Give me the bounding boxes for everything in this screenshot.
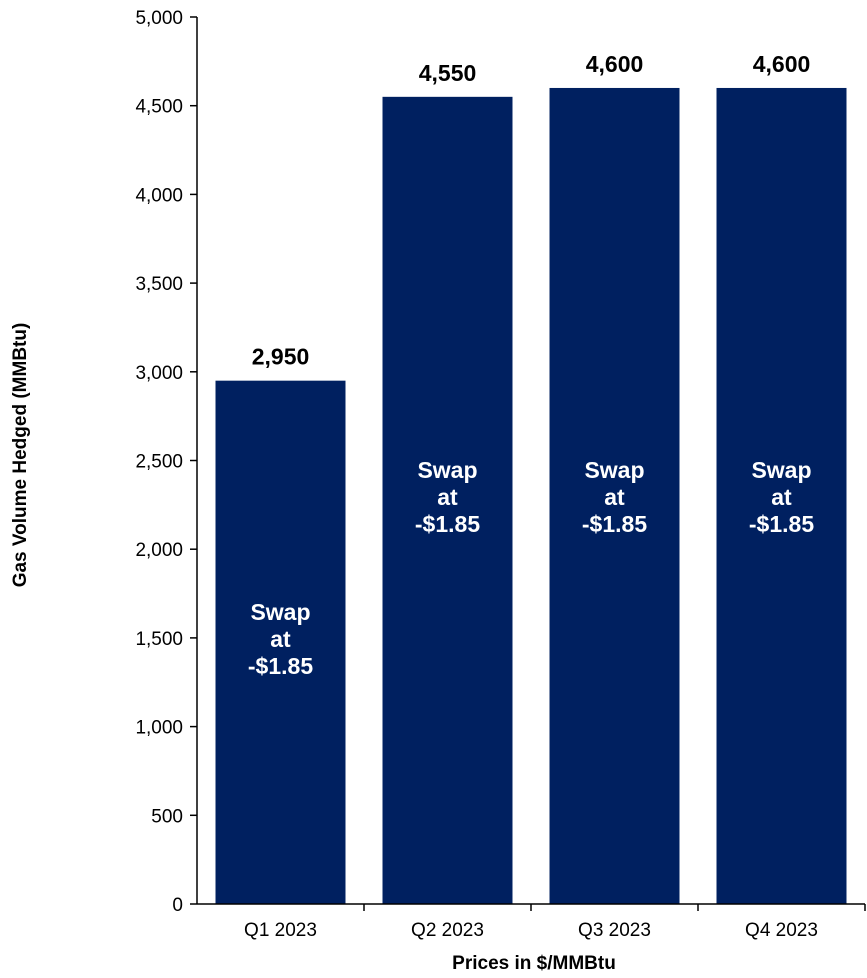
- bar-annotation-line: at: [604, 484, 625, 510]
- bar-value-label: 4,600: [753, 51, 811, 77]
- y-axis-ticks: 0 500 1,000 1,500 2,000 2,500 3,000 3,500 4,000 4…: [135, 8, 197, 916]
- bar: [215, 380, 346, 904]
- bar-annotation-line: Swap: [417, 457, 477, 483]
- bar: [549, 87, 680, 904]
- bar-value-label: 2,950: [252, 344, 310, 370]
- bars: 2,950Swapat-$1.854,550Swapat-$1.854,600S…: [215, 51, 847, 904]
- bar-annotation-line: -$1.85: [582, 511, 647, 537]
- y-tick-label: 2,500: [135, 452, 183, 473]
- y-tick-label: 2,000: [135, 540, 183, 561]
- y-tick-label: 4,000: [135, 185, 183, 206]
- y-tick-label: 1,500: [135, 629, 183, 650]
- x-tick-label: Q4 2023: [745, 920, 818, 941]
- bar-annotation-line: -$1.85: [248, 653, 313, 679]
- y-tick-label: 500: [151, 806, 183, 827]
- bar-annotation-line: Swap: [584, 457, 644, 483]
- x-tick-label: Q3 2023: [578, 920, 651, 941]
- bar-value-label: 4,600: [586, 51, 644, 77]
- bar-annotation-line: -$1.85: [415, 511, 480, 537]
- y-tick-label: 3,000: [135, 363, 183, 384]
- bar-annotation-line: at: [270, 626, 291, 652]
- bar-annotation-line: at: [771, 484, 792, 510]
- bar-annotation-line: Swap: [250, 599, 310, 625]
- bar-annotation-line: Swap: [751, 457, 811, 483]
- bar-annotation-line: -$1.85: [749, 511, 814, 537]
- x-tick-label: Q2 2023: [411, 920, 484, 941]
- y-axis-title: Gas Volume Hedged (MMBtu): [10, 323, 31, 588]
- bar-value-label: 4,550: [419, 60, 477, 86]
- bar-annotation-line: at: [437, 484, 458, 510]
- y-tick-label: 1,000: [135, 718, 183, 739]
- bar: [382, 96, 513, 904]
- y-tick-label: 4,500: [135, 97, 183, 118]
- x-tick-label: Q1 2023: [244, 920, 317, 941]
- x-axis-title: Prices in $/MMBtu: [452, 953, 616, 974]
- bar: [716, 87, 847, 904]
- x-axis-labels: Q1 2023 Q2 2023 Q3 2023 Q4 2023: [244, 904, 866, 941]
- y-tick-label: 5,000: [135, 8, 183, 29]
- y-tick-label: 3,500: [135, 274, 183, 295]
- y-tick-label: 0: [172, 895, 183, 916]
